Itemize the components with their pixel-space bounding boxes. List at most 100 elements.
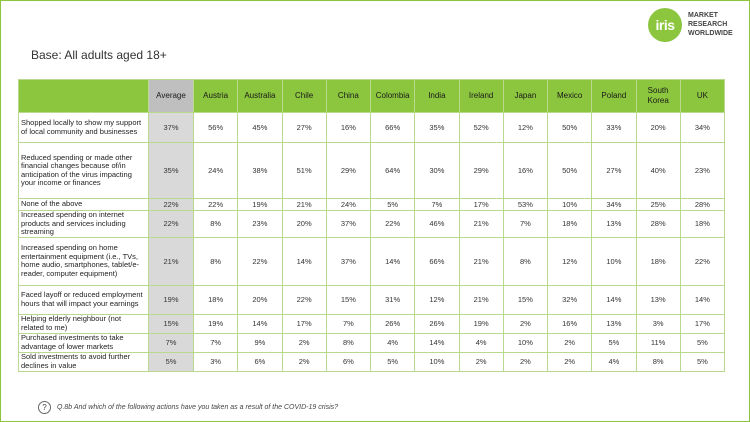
logo-tagline: MARKET RESEARCH WORLDWIDE	[688, 11, 733, 38]
question-note: ? Q.8b And which of the following action…	[38, 401, 338, 414]
value-cell: 34%	[591, 198, 637, 211]
logo-circle	[648, 8, 682, 42]
value-cell: 2%	[458, 351, 504, 372]
value-cell: 29%	[325, 142, 372, 199]
value-cell: 15%	[325, 284, 372, 315]
value-cell: 4%	[591, 351, 637, 372]
column-header: South Korea	[635, 79, 681, 113]
results-table: Average Austria Australia Chile China Colombi…	[18, 79, 726, 372]
row-label: Increased spending on home entertainment…	[18, 236, 149, 286]
value-cell: 20%	[237, 284, 283, 315]
value-cell: 26%	[369, 313, 416, 334]
logo-line-1: MARKET	[688, 12, 718, 19]
base-label: Base: All adults aged 18+	[31, 48, 167, 62]
value-cell: 16%	[325, 112, 372, 143]
value-cell: 6%	[237, 351, 283, 372]
value-cell: 12%	[546, 236, 593, 286]
logo-line-3: WORLDWIDE	[688, 30, 733, 37]
table-row: Increased spending on internet products …	[18, 210, 726, 238]
value-cell: 14%	[237, 313, 283, 334]
value-cell: 27%	[591, 142, 637, 199]
value-cell: 8%	[192, 236, 239, 286]
value-cell: 14%	[414, 332, 460, 353]
value-cell: 6%	[325, 351, 372, 372]
value-cell: 46%	[414, 210, 460, 238]
table-row: Increased spending on home entertainment…	[18, 236, 726, 286]
value-cell: 15%	[502, 284, 549, 315]
value-cell: 10%	[591, 236, 637, 286]
value-cell: 18%	[192, 284, 239, 315]
value-cell: 18%	[546, 210, 593, 238]
table-row: None of the above 22% 22% 19% 21% 24% 5% 7% 17% 5…	[18, 198, 726, 211]
value-cell: 66%	[414, 236, 460, 286]
column-header: Chile	[281, 79, 327, 113]
value-cell: 30%	[414, 142, 460, 199]
header-row: Average Austria Australia Chile China Colombi…	[18, 79, 726, 113]
value-cell: 22%	[369, 210, 416, 238]
average-cell: 5%	[148, 351, 194, 372]
column-header: China	[325, 79, 372, 113]
value-cell: 18%	[635, 236, 681, 286]
question-icon: ?	[38, 401, 51, 414]
value-cell: 8%	[192, 210, 239, 238]
question-text: Q.8b And which of the following actions …	[57, 404, 339, 411]
value-cell: 37%	[325, 210, 372, 238]
average-cell: 19%	[148, 284, 194, 315]
value-cell: 14%	[679, 284, 726, 315]
column-header: Mexico	[546, 79, 593, 113]
value-cell: 10%	[546, 198, 593, 211]
value-cell: 28%	[635, 210, 681, 238]
value-cell: 53%	[502, 198, 549, 211]
table-row: Helping elderly neighbour (not related t…	[18, 313, 726, 334]
value-cell: 14%	[281, 236, 327, 286]
value-cell: 9%	[237, 332, 283, 353]
average-cell: 7%	[148, 332, 194, 353]
value-cell: 51%	[281, 142, 327, 199]
average-cell: 22%	[148, 198, 194, 211]
value-cell: 7%	[414, 198, 460, 211]
value-cell: 17%	[679, 313, 726, 334]
value-cell: 22%	[237, 236, 283, 286]
value-cell: 12%	[414, 284, 460, 315]
table-body: Shopped locally to show my support of lo…	[18, 112, 726, 372]
row-label: Sold investments to avoid further declin…	[18, 351, 149, 372]
value-cell: 5%	[369, 351, 416, 372]
column-header: Japan	[502, 79, 549, 113]
value-cell: 16%	[546, 313, 593, 334]
corner-cell	[18, 79, 149, 113]
value-cell: 26%	[414, 313, 460, 334]
value-cell: 8%	[635, 351, 681, 372]
value-cell: 23%	[237, 210, 283, 238]
value-cell: 10%	[502, 332, 549, 353]
column-header: India	[414, 79, 460, 113]
average-cell: 22%	[148, 210, 194, 238]
table-row: Shopped locally to show my support of lo…	[18, 112, 726, 143]
value-cell: 50%	[546, 112, 593, 143]
value-cell: 27%	[281, 112, 327, 143]
iris-logo: iris MARKET RESEARCH WORLDWIDE	[648, 8, 748, 44]
value-cell: 38%	[237, 142, 283, 199]
row-label: Increased spending on internet products …	[18, 210, 149, 238]
value-cell: 17%	[458, 198, 504, 211]
value-cell: 13%	[635, 284, 681, 315]
value-cell: 13%	[591, 210, 637, 238]
value-cell: 2%	[546, 332, 593, 353]
value-cell: 19%	[458, 313, 504, 334]
value-cell: 8%	[502, 236, 549, 286]
value-cell: 24%	[325, 198, 372, 211]
column-header: Austria	[192, 79, 239, 113]
value-cell: 2%	[546, 351, 593, 372]
value-cell: 52%	[458, 112, 504, 143]
value-cell: 33%	[591, 112, 637, 143]
value-cell: 45%	[237, 112, 283, 143]
row-label: Reduced spending or made other financial…	[18, 142, 149, 199]
logo-wordmark: iris	[655, 17, 675, 33]
value-cell: 14%	[591, 284, 637, 315]
value-cell: 29%	[458, 142, 504, 199]
value-cell: 3%	[635, 313, 681, 334]
value-cell: 7%	[325, 313, 372, 334]
value-cell: 50%	[546, 142, 593, 199]
value-cell: 16%	[502, 142, 549, 199]
value-cell: 35%	[414, 112, 460, 143]
table-row: Sold investments to avoid further declin…	[18, 351, 726, 372]
